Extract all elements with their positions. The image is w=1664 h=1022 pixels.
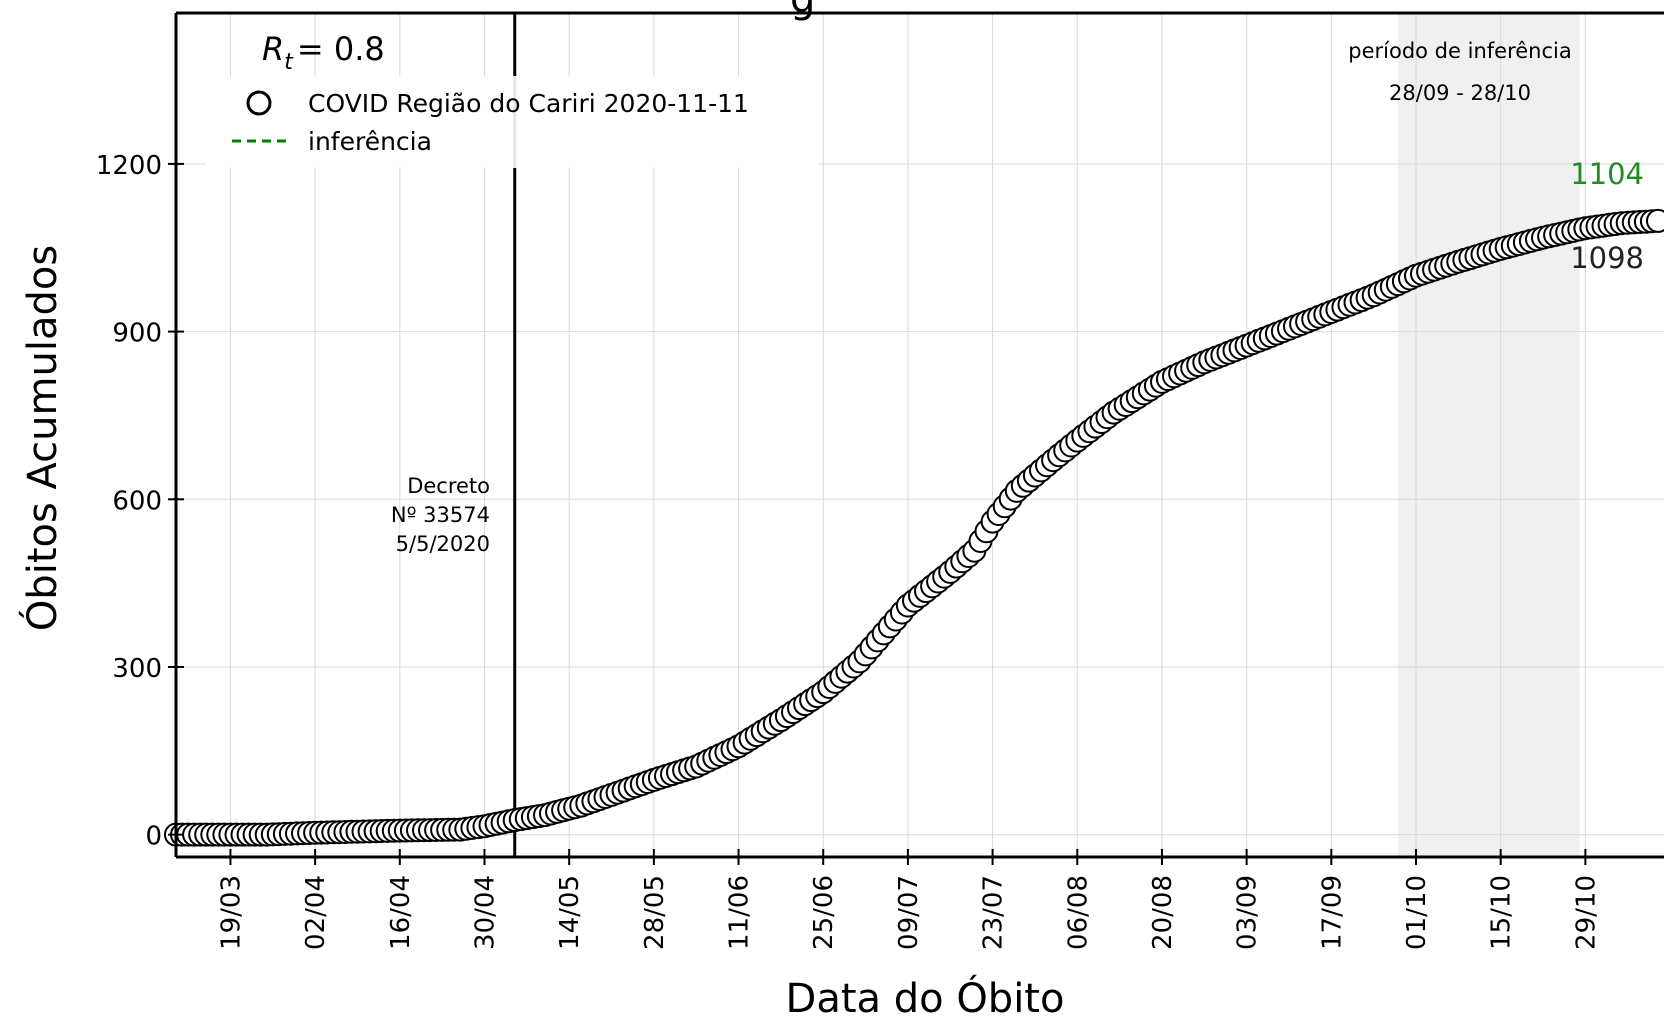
x-tick-label: 23/07 [979,875,1009,950]
inference-period-shade [1397,13,1580,857]
x-tick-label: 11/06 [725,875,755,950]
x-tick-label: 15/10 [1487,875,1517,950]
legend-marker-observed [246,90,272,116]
decree-line-1: Decreto [407,474,490,498]
axes-layer: 0 300 600 900 1200 19/03 02/04 16/04 30/04 14/05 2… [96,11,1664,950]
inferred-end-label: 1104 [1570,157,1644,191]
inference-period-range: 28/09 - 28/10 [1389,81,1531,105]
y-tick-label: 900 [112,319,162,349]
legend-label-observed: COVID Região do Cariri 2020-11-11 [308,89,749,118]
x-tick-label: 16/04 [386,875,416,950]
rt-annotation: Rt = 0.8 [262,30,385,75]
x-tick-label: 19/03 [216,875,246,950]
data-point [1646,208,1664,233]
legend-box [205,76,819,168]
x-tick-label: 25/06 [809,875,839,950]
decree-line-2: Nº 33574 [391,503,490,527]
x-tick-label: 06/08 [1063,875,1093,950]
x-tick-label: 02/04 [301,875,331,950]
x-tick-label: 01/10 [1402,875,1432,950]
y-tick-label: 600 [112,486,162,516]
x-tick-label: 30/04 [470,875,500,950]
y-axis-label: Óbitos Acumulados [18,245,66,631]
x-tick-label: 29/10 [1571,875,1601,950]
rt-symbol: R [262,30,284,68]
observed-end-label: 1098 [1570,241,1644,275]
y-tick-label: 1200 [96,151,162,181]
legend-label-inference: inferência [308,127,432,156]
title-fragment: g [790,0,815,22]
inference-shade-layer [1397,13,1580,857]
x-tick-label: 17/09 [1317,875,1347,950]
x-axis-label: Data do Óbito [786,974,1065,1018]
x-tick-label: 28/05 [640,875,670,950]
rt-subscript: t [284,50,294,75]
decree-line-3: 5/5/2020 [396,532,490,556]
x-tick-label: 09/07 [894,875,924,950]
x-tick-label: 14/05 [555,875,585,950]
rt-value: = 0.8 [297,30,385,68]
x-tick-label: 03/09 [1233,875,1263,950]
legend-layer: COVID Região do Cariri 2020-11-11 inferê… [205,76,819,168]
annotation-layer: Rt = 0.8 Decreto Nº 33574 5/5/2020 períod… [18,0,1644,1022]
y-tick-label: 300 [112,654,162,684]
x-tick-label: 20/08 [1148,875,1178,950]
inference-period-label: período de inferência [1348,39,1571,63]
y-tick-label: 0 [145,822,162,852]
points-layer [164,208,1664,847]
